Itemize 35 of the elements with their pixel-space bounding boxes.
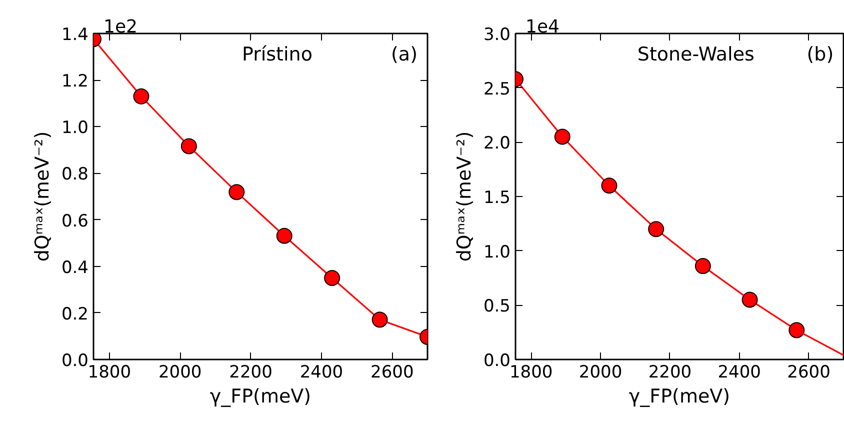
y-tick-label: 0.0 bbox=[61, 351, 89, 371]
y-axis-title: dQᵐᵃˣ(meV⁻²) bbox=[31, 131, 54, 262]
y-tick-label: 0.5 bbox=[483, 296, 511, 317]
annotation: (a) bbox=[391, 44, 418, 66]
y-tick-label: 1.4 bbox=[61, 25, 89, 45]
y-tick-label: 0.4 bbox=[61, 258, 89, 278]
x-axis-title: γ_FP(meV) bbox=[628, 386, 730, 408]
annotation: 1e4 bbox=[526, 16, 560, 38]
x-tick-label: 2200 bbox=[229, 362, 272, 382]
x-tick-label: 2600 bbox=[370, 362, 414, 382]
x-tick-label: 2400 bbox=[718, 362, 762, 382]
x-tick-label: 1800 bbox=[509, 362, 553, 382]
annotation: 1e2 bbox=[104, 16, 138, 38]
y-tick-label: 0.8 bbox=[61, 164, 89, 185]
x-tick-label: 2600 bbox=[787, 362, 830, 382]
y-tick-label: 2.5 bbox=[483, 79, 511, 100]
annotation: Stone-Wales bbox=[637, 44, 754, 66]
y-axis-title: dQᵐᵃˣ(meV⁻²) bbox=[453, 131, 476, 262]
annotation: Prístino bbox=[242, 44, 312, 66]
y-tick-label: 0.6 bbox=[61, 211, 89, 232]
annotation: (b) bbox=[806, 44, 834, 66]
x-tick-label: 2000 bbox=[158, 362, 202, 382]
x-tick-label: 1800 bbox=[88, 362, 132, 382]
y-tick-label: 1.5 bbox=[483, 188, 511, 208]
y-tick-label: 0.0 bbox=[483, 351, 511, 371]
y-tick-label: 2.0 bbox=[483, 134, 511, 154]
x-tick-label: 2400 bbox=[300, 362, 344, 382]
y-tick-label: 1.0 bbox=[483, 242, 511, 262]
y-tick-label: 3.0 bbox=[483, 25, 511, 45]
x-tick-label: 2000 bbox=[578, 362, 622, 382]
y-tick-label: 1.2 bbox=[61, 72, 89, 92]
y-tick-label: 1.0 bbox=[61, 118, 89, 138]
y-tick-label: 0.2 bbox=[61, 304, 89, 324]
x-axis-title: γ_FP(meV) bbox=[210, 386, 312, 408]
x-tick-label: 2200 bbox=[648, 362, 692, 382]
